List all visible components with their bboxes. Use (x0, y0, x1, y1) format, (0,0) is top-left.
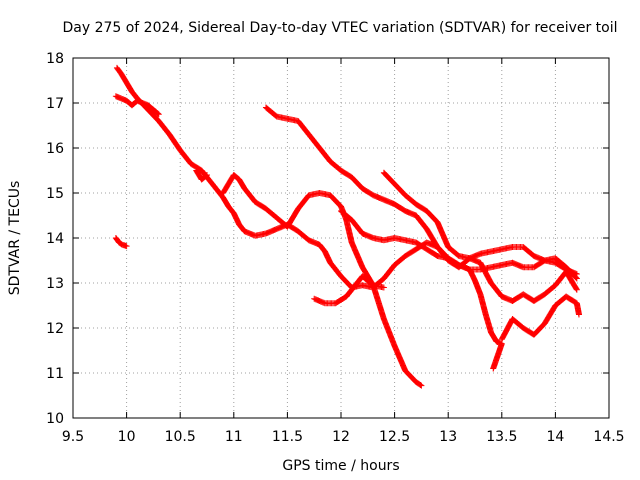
data-point (573, 275, 580, 282)
y-tick-label: 18 (46, 51, 64, 67)
data-point (123, 243, 130, 250)
series-track-1 (113, 64, 580, 291)
x-axis-label: GPS time / hours (282, 458, 399, 474)
data-point (380, 284, 387, 291)
data-point (575, 311, 582, 318)
y-axis-label: SDTVAR / TECUs (7, 181, 23, 296)
data-point (490, 365, 497, 372)
data-point (573, 286, 580, 293)
y-tick-label: 17 (46, 96, 64, 112)
series-track-3 (112, 235, 130, 250)
series-track-7 (311, 273, 387, 307)
series-track-8 (338, 208, 505, 372)
data-point (417, 382, 424, 388)
x-tick-label: 14.5 (593, 429, 624, 445)
series-track-5 (220, 172, 425, 389)
x-tick-label: 12.5 (379, 429, 410, 445)
axis-ticks: 9.5 10 10.5 11 11.5 12 12.5 13 13.5 14 14.5 10 11 12 1… (46, 51, 624, 445)
data-point (155, 111, 162, 118)
series-track-10 (498, 293, 582, 343)
data-point (573, 285, 580, 292)
y-tick-label: 16 (46, 141, 64, 157)
x-tick-label: 13.5 (486, 429, 517, 445)
x-tick-label: 10.5 (165, 429, 196, 445)
series-track-4 (193, 167, 210, 183)
x-tick-label: 9.5 (62, 429, 84, 445)
data-points (112, 64, 582, 389)
series-track-9 (380, 169, 580, 304)
data-point (154, 110, 161, 117)
x-tick-label: 11.5 (272, 429, 303, 445)
y-tick-label: 15 (46, 186, 64, 202)
data-point (203, 172, 210, 179)
data-point (573, 274, 580, 281)
y-tick-label: 10 (46, 411, 64, 427)
y-tick-label: 14 (46, 231, 64, 247)
x-tick-label: 10 (118, 429, 136, 445)
series-track-2 (112, 93, 162, 118)
y-tick-label: 12 (46, 321, 64, 337)
chart-title: Day 275 of 2024, Sidereal Day-to-day VTE… (62, 20, 617, 36)
y-tick-label: 13 (46, 276, 64, 292)
x-tick-label: 11 (225, 429, 243, 445)
x-tick-label: 13 (439, 429, 457, 445)
data-point (418, 382, 425, 389)
data-point (204, 172, 210, 178)
x-tick-label: 14 (546, 429, 564, 445)
y-tick-label: 11 (46, 366, 64, 382)
x-tick-label: 12 (332, 429, 350, 445)
